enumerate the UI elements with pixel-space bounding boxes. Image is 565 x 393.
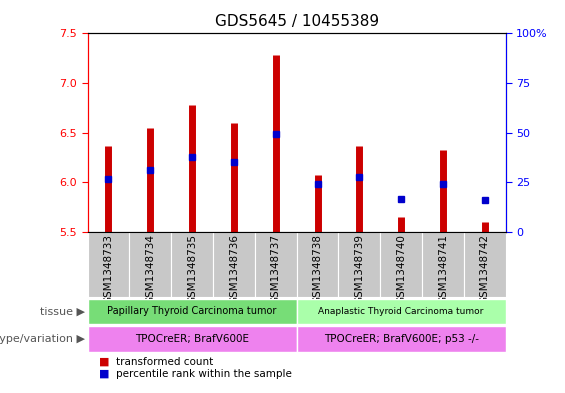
Bar [297, 299, 506, 324]
Text: GSM1348735: GSM1348735 [187, 234, 197, 304]
Text: TPOCreER; BrafV600E; p53 -/-: TPOCreER; BrafV600E; p53 -/- [324, 334, 479, 344]
Bar [129, 232, 171, 297]
Bar [380, 232, 422, 297]
Bar [255, 232, 297, 297]
Text: percentile rank within the sample: percentile rank within the sample [116, 369, 292, 379]
Bar [297, 326, 506, 352]
Bar [338, 232, 380, 297]
Text: GSM1348742: GSM1348742 [480, 234, 490, 304]
Bar [88, 299, 297, 324]
Bar [422, 232, 464, 297]
Text: tissue ▶: tissue ▶ [40, 307, 85, 316]
Text: GSM1348734: GSM1348734 [145, 234, 155, 304]
Text: GSM1348737: GSM1348737 [271, 234, 281, 304]
Text: Anaplastic Thyroid Carcinoma tumor: Anaplastic Thyroid Carcinoma tumor [319, 307, 484, 316]
Bar [171, 232, 213, 297]
Bar [88, 232, 129, 297]
Text: Papillary Thyroid Carcinoma tumor: Papillary Thyroid Carcinoma tumor [107, 307, 277, 316]
Text: GSM1348740: GSM1348740 [396, 234, 406, 304]
Text: GSM1348733: GSM1348733 [103, 234, 114, 304]
Bar [464, 232, 506, 297]
Text: TPOCreER; BrafV600E: TPOCreER; BrafV600E [135, 334, 249, 344]
Text: GSM1348739: GSM1348739 [354, 234, 364, 304]
Text: transformed count: transformed count [116, 357, 213, 367]
Title: GDS5645 / 10455389: GDS5645 / 10455389 [215, 15, 379, 29]
Bar [297, 232, 338, 297]
Text: ■: ■ [99, 369, 110, 379]
Text: GSM1348736: GSM1348736 [229, 234, 239, 304]
Bar [213, 232, 255, 297]
Bar [88, 326, 297, 352]
Text: GSM1348738: GSM1348738 [312, 234, 323, 304]
Text: genotype/variation ▶: genotype/variation ▶ [0, 334, 85, 344]
Text: GSM1348741: GSM1348741 [438, 234, 448, 304]
Text: ■: ■ [99, 357, 110, 367]
